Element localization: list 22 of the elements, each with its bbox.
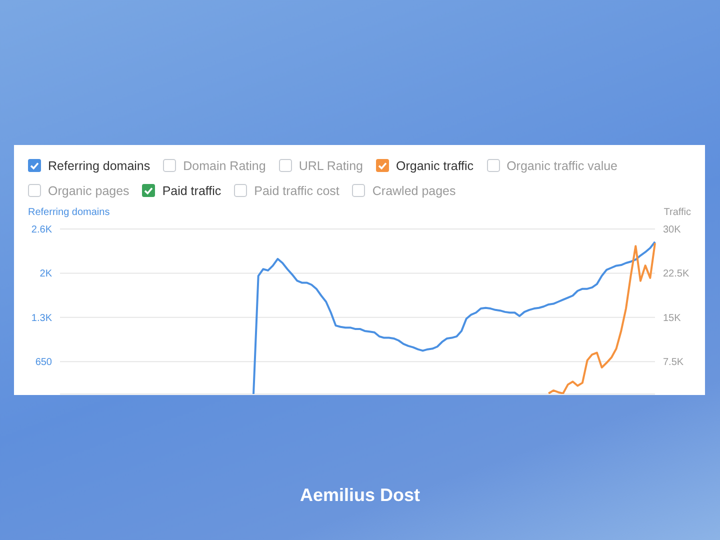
legend-label: Referring domains <box>48 158 150 172</box>
text: Paid traffic cost <box>254 184 340 198</box>
text: Domain Rating <box>183 158 266 172</box>
text: Crawled pages <box>372 184 456 198</box>
y-tick-label: 650 <box>35 357 52 368</box>
y2-tick-label: 22.5K <box>663 268 690 280</box>
y-axis-title: Referring domains <box>28 207 110 218</box>
y2-tick-label: 15K <box>663 312 682 324</box>
text: URL Rating <box>298 158 363 172</box>
text: Aemilius Dost <box>298 485 422 506</box>
y-tick-label: 1.3K <box>31 312 52 324</box>
y2-tick-label: 30K <box>663 224 682 236</box>
text: Organic pages <box>48 184 130 198</box>
y2-axis-title: Traffic <box>664 207 691 218</box>
y-tick-label: 2.6K <box>31 224 52 236</box>
legend-label: Paid traffic <box>162 184 222 198</box>
y-tick-label: 2K <box>40 268 52 280</box>
line-series <box>252 240 656 394</box>
text: Organic traffic value <box>506 158 618 172</box>
line-series <box>548 242 656 394</box>
legend-label: Organic traffic <box>396 158 474 172</box>
y2-tick-label: 7.5K <box>663 357 684 368</box>
